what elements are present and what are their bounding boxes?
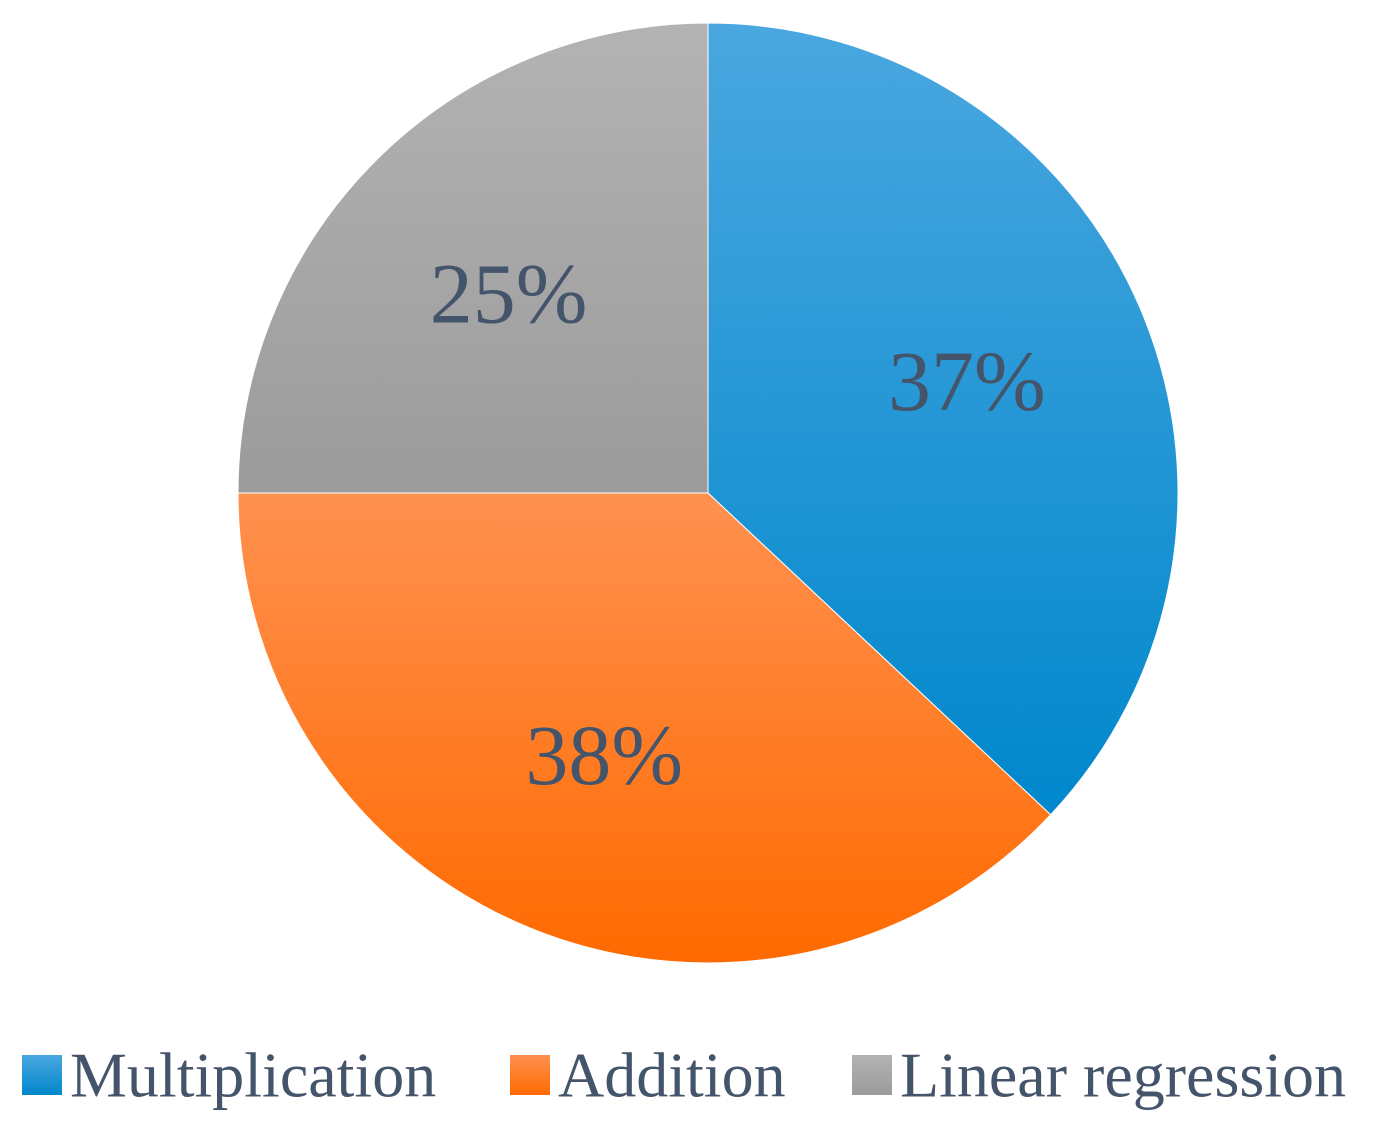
- legend-item-addition: Addition: [510, 1040, 786, 1111]
- data-label-linear-regression: 25%: [430, 246, 588, 342]
- pie-data-labels: 37% 38% 25%: [430, 246, 1046, 804]
- data-label-multiplication: 37%: [888, 333, 1046, 429]
- legend-item-multiplication: Multiplication: [22, 1040, 436, 1111]
- legend-label: Addition: [558, 1040, 786, 1111]
- legend-item-linear-regression: Linear regression: [852, 1040, 1346, 1111]
- legend: Multiplication Addition Linear regression: [22, 1040, 1346, 1111]
- pie-slice-multiplication: [707, 22, 1179, 816]
- pie-slice-addition: [237, 492, 1052, 964]
- data-label-addition: 38%: [525, 707, 683, 803]
- legend-swatch: [852, 1055, 892, 1095]
- legend-label: Linear regression: [900, 1040, 1346, 1111]
- legend-swatch: [510, 1055, 550, 1095]
- pie-slice-linear-regression: [237, 22, 709, 494]
- legend-swatch: [22, 1055, 62, 1095]
- legend-label: Multiplication: [70, 1040, 436, 1111]
- pie-slices: [237, 22, 1179, 964]
